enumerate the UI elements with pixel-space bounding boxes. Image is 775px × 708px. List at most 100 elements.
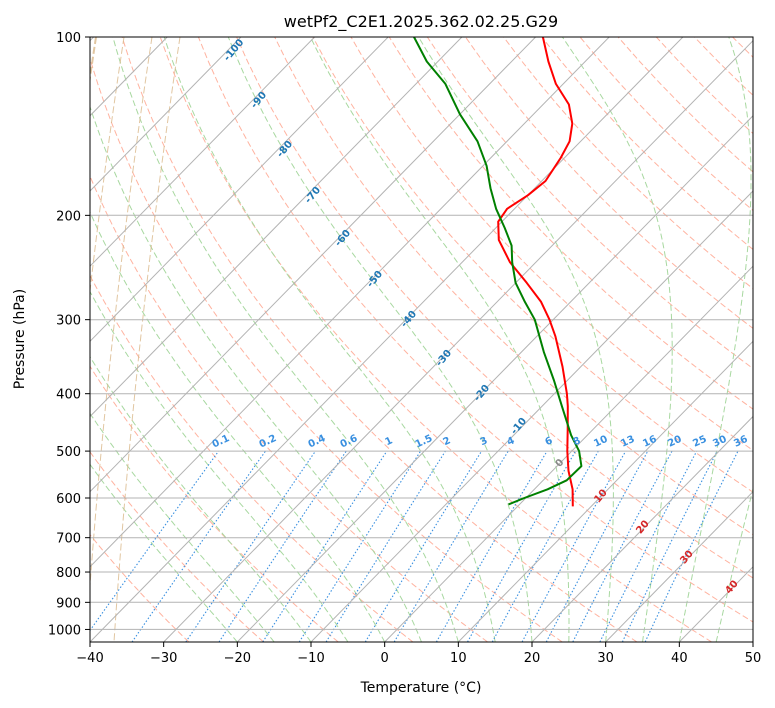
chart-title: wetPf2_C2E1.2025.362.02.25.G29 (284, 12, 558, 32)
dry-adiabat-line (312, 37, 753, 493)
y-axis-label: Pressure (hPa) (12, 289, 28, 389)
dry-adiabat-line (465, 37, 753, 329)
dry-adiabat-label: -50 (365, 269, 385, 290)
dry-adiabat-line (655, 37, 753, 135)
isotherm-line (384, 265, 753, 642)
x-tick-label: 10 (450, 651, 467, 666)
mixing-ratio-label: 25 (691, 434, 708, 450)
moist-adiabat-line (90, 290, 349, 642)
isotherm-line (90, 37, 242, 192)
moist-adiabat-line (678, 37, 752, 642)
dry-adiabat-line (771, 37, 775, 642)
isotherm-line (163, 39, 753, 642)
mixing-ratio-label: 3 (478, 435, 489, 448)
mixing-ratio-line (262, 450, 388, 642)
moist-adiabat-line (90, 355, 312, 642)
dry-adiabat-line (426, 37, 753, 370)
dry-adiabat-line (274, 37, 753, 536)
moist-adiabat-line (561, 37, 673, 642)
profiles (413, 37, 583, 507)
theta-reference-curve (90, 37, 153, 592)
moist-adiabat-line (227, 37, 533, 642)
mixing-ratio-line (298, 450, 422, 642)
y-tick-label: 700 (56, 532, 81, 547)
x-tick-label: 0 (381, 651, 389, 666)
isotherm-line (605, 490, 753, 642)
mixing-ratio-line (545, 450, 649, 642)
mixing-ratio-line (393, 450, 509, 642)
isotherm-line (90, 37, 389, 343)
dewpoint-profile-line (413, 37, 583, 506)
dry-adiabat-label: -100 (222, 37, 247, 63)
mixing-ratio-line (521, 450, 627, 642)
y-tick-label: 100 (56, 31, 81, 46)
dry-adiabat-line (732, 37, 753, 58)
isotherm-line (90, 37, 463, 418)
mixing-ratio-line (572, 450, 673, 642)
theta-reference-curve (90, 37, 125, 296)
dry-adiabat-line (121, 37, 638, 642)
x-tick-label: 40 (671, 651, 688, 666)
y-tick-label: 200 (56, 209, 81, 224)
mixing-ratio-line (491, 450, 599, 642)
isotherm-line (90, 37, 315, 267)
mixing-ratio-label: 16 (641, 434, 658, 450)
moist-adiabat-line (418, 37, 614, 642)
moist-adiabat-line (309, 37, 570, 642)
axes: −40 −30 −20 −10 0 10 20 30 40 5010020030040050060… (48, 31, 761, 666)
mixing-ratio-line (90, 450, 220, 632)
dry-adiabat-line (90, 274, 414, 642)
mixing-ratio-label: 20 (666, 434, 683, 450)
mixing-ratio-label: 0.1 (211, 433, 232, 450)
mixing-ratio-line (364, 450, 483, 642)
dry-adiabat-label: -20 (472, 383, 492, 404)
dry-adiabat-line (579, 37, 753, 212)
moist-adiabat-line (163, 37, 496, 642)
dry-adiabat-label: -10 (509, 416, 529, 437)
mixing-ratio-line (325, 450, 446, 642)
y-tick-label: 400 (56, 388, 81, 403)
dry-adiabat-label: -90 (249, 90, 269, 111)
mixing-ratio-label: 2 (441, 435, 452, 448)
isotherm-line (310, 190, 753, 642)
mixing-ratio-label: 0.4 (307, 433, 328, 450)
x-tick-label: −40 (76, 651, 103, 666)
x-tick-label: −30 (150, 651, 177, 666)
mixing-ratio-label: 10 (592, 434, 609, 450)
mixing-ratio-label: 8 (571, 435, 582, 448)
y-tick-label: 600 (56, 492, 81, 507)
y-tick-label: 300 (56, 314, 81, 329)
mixing-ratio-label: 1 (383, 435, 394, 448)
background-lines (90, 37, 775, 642)
y-tick-label: 800 (56, 566, 81, 581)
x-tick-label: 30 (597, 651, 614, 666)
moist-adiabat-line (90, 105, 422, 642)
isotherm-line (90, 37, 610, 568)
moist-adiabat-line (90, 210, 386, 642)
y-tick-label: 500 (56, 445, 81, 460)
dry-adiabat-label: -40 (399, 309, 419, 330)
x-tick-label: −10 (297, 651, 324, 666)
mixing-ratio-label: 4 (505, 435, 516, 448)
mixing-ratio-line (621, 450, 718, 642)
mixing-ratio-line (185, 450, 316, 642)
dry-adiabat-label: -30 (434, 348, 454, 369)
theta-reference-curve (113, 37, 181, 642)
mixing-ratio-label: 36 (732, 434, 749, 450)
mixing-ratio-line (435, 450, 548, 642)
isotherm-line (236, 115, 753, 642)
moist-adiabat-line (715, 487, 753, 642)
isotherm-line (678, 566, 753, 642)
isotherm-line (457, 340, 753, 642)
x-axis-label: Temperature (°C) (360, 680, 482, 696)
mixing-ratio-label: 1.5 (414, 433, 435, 450)
dry-adiabat-line (503, 37, 753, 290)
dry-adiabat-line (350, 37, 753, 451)
isotherm-line (531, 415, 753, 642)
isotherm-line (90, 37, 684, 642)
isotherm-line (90, 37, 536, 493)
moist-adiabat-label: 30 (678, 548, 695, 566)
plot-frame (89, 36, 754, 643)
mixing-ratio-label: 13 (619, 434, 636, 450)
